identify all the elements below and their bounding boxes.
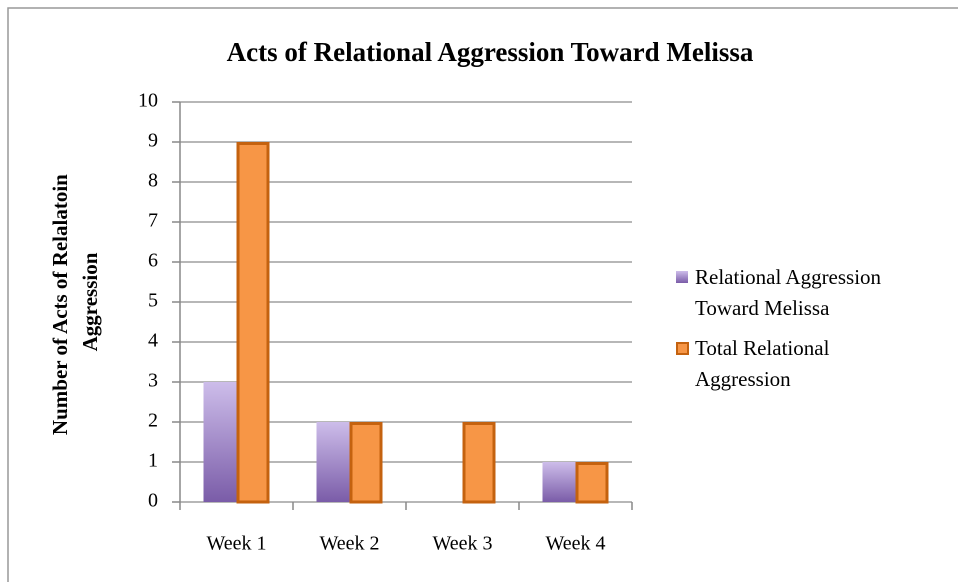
legend-label: Relational Aggression Toward Melissa bbox=[695, 265, 886, 320]
y-tick-label: 0 bbox=[148, 490, 158, 512]
bar bbox=[236, 142, 270, 504]
y-tick-label: 5 bbox=[148, 290, 158, 312]
bar bbox=[462, 422, 496, 504]
chart-title: Acts of Relational Aggression Toward Mel… bbox=[227, 37, 754, 67]
y-tick-label: 8 bbox=[148, 170, 158, 192]
x-tick-label: Week 1 bbox=[206, 533, 266, 555]
legend-swatch bbox=[676, 342, 689, 355]
x-tick-label: Week 2 bbox=[319, 533, 379, 555]
bar bbox=[203, 382, 237, 502]
x-tick-label: Week 4 bbox=[545, 533, 605, 555]
y-axis-label: Number of Acts of Relalatoin Aggression bbox=[48, 169, 102, 435]
bar bbox=[316, 422, 350, 502]
y-tick-label: 1 bbox=[148, 450, 158, 472]
y-tick-label: 9 bbox=[148, 130, 158, 152]
bar bbox=[349, 422, 383, 504]
y-tick-label: 3 bbox=[148, 370, 158, 392]
legend-label: Total Relational Aggression bbox=[695, 336, 835, 391]
y-tick-label: 2 bbox=[148, 410, 158, 432]
legend-swatch bbox=[676, 271, 688, 283]
y-tick-label: 7 bbox=[148, 210, 158, 232]
x-tick-label: Week 3 bbox=[432, 533, 492, 555]
y-tick-label: 10 bbox=[138, 90, 158, 112]
y-tick-label: 6 bbox=[148, 250, 158, 272]
bar bbox=[575, 462, 609, 504]
y-tick-label: 4 bbox=[148, 330, 158, 352]
bar bbox=[542, 462, 576, 502]
